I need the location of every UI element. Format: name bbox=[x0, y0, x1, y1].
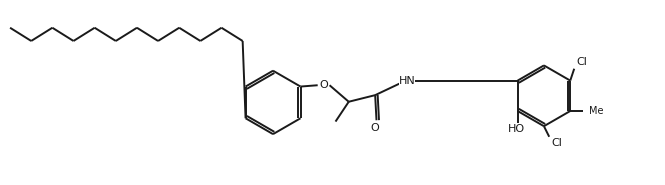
Text: Cl: Cl bbox=[552, 138, 563, 148]
Text: O: O bbox=[371, 123, 380, 133]
Text: Cl: Cl bbox=[577, 57, 588, 67]
Text: Me: Me bbox=[589, 106, 604, 116]
Text: HN: HN bbox=[398, 76, 415, 86]
Text: HO: HO bbox=[507, 125, 525, 134]
Text: O: O bbox=[319, 80, 328, 90]
